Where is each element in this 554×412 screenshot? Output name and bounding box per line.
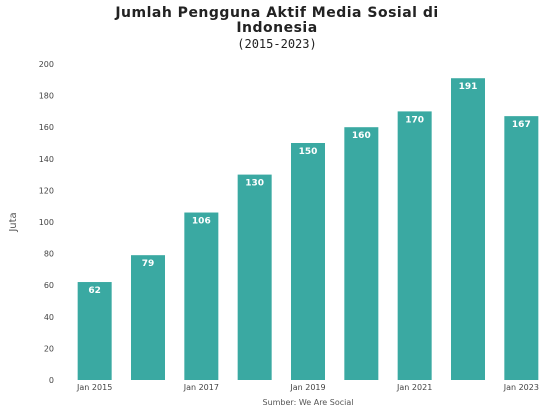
- bar-value-label: 167: [512, 120, 531, 130]
- bars: 62 79 106 130 150 160 170 191 167: [77, 78, 539, 381]
- y-tick-label: 20: [44, 344, 54, 353]
- bar-value-label: 160: [352, 131, 371, 141]
- bar: [184, 212, 219, 380]
- y-tick-label: 120: [39, 186, 54, 195]
- y-axis-ticks: 0 20 40 60 80 100 120 140 160 180 200: [39, 60, 54, 385]
- bar: [291, 143, 325, 380]
- x-tick-label: Jan 2023: [503, 383, 539, 392]
- bar: [397, 111, 432, 381]
- y-tick-label: 40: [44, 313, 54, 322]
- x-tick-label: Jan 2017: [183, 383, 219, 392]
- chart-title-line-2: Indonesia: [236, 20, 318, 36]
- bar: [504, 116, 539, 380]
- y-tick-label: 100: [39, 218, 54, 227]
- bar: [237, 174, 272, 380]
- chart-title-line-1: Jumlah Pengguna Aktif Media Sosial di: [115, 5, 439, 21]
- bar-value-label: 130: [245, 179, 264, 189]
- chart-title-block: Jumlah Pengguna Aktif Media Sosial di In…: [0, 5, 554, 52]
- y-tick-label: 160: [39, 123, 54, 132]
- bar-value-label: 191: [459, 82, 478, 92]
- bar-value-label: 106: [192, 217, 211, 227]
- bar: [451, 78, 485, 380]
- y-tick-label: 0: [49, 376, 54, 385]
- y-tick-label: 80: [44, 250, 54, 259]
- bar: [77, 282, 112, 380]
- x-tick-label: Jan 2015: [76, 383, 112, 392]
- x-tick-label: Jan 2021: [396, 383, 432, 392]
- bar: [344, 127, 379, 380]
- y-tick-label: 140: [39, 155, 54, 164]
- bar-value-label: 79: [142, 259, 155, 269]
- y-axis-label: Juta: [8, 212, 19, 232]
- bar-value-label: 170: [405, 115, 424, 125]
- source-label: Sumber: We Are Social: [262, 398, 353, 407]
- x-tick-label: Jan 2019: [289, 383, 325, 392]
- chart-subtitle: (2015-2023): [237, 37, 317, 51]
- bar: [131, 255, 165, 380]
- y-tick-label: 60: [44, 281, 54, 290]
- y-tick-label: 180: [39, 92, 54, 101]
- bar-value-label: 62: [88, 286, 101, 296]
- y-tick-label: 200: [39, 60, 54, 69]
- bar-value-label: 150: [299, 147, 318, 157]
- x-axis-ticks: Jan 2015 Jan 2017 Jan 2019 Jan 2021 Jan 2023: [76, 383, 539, 392]
